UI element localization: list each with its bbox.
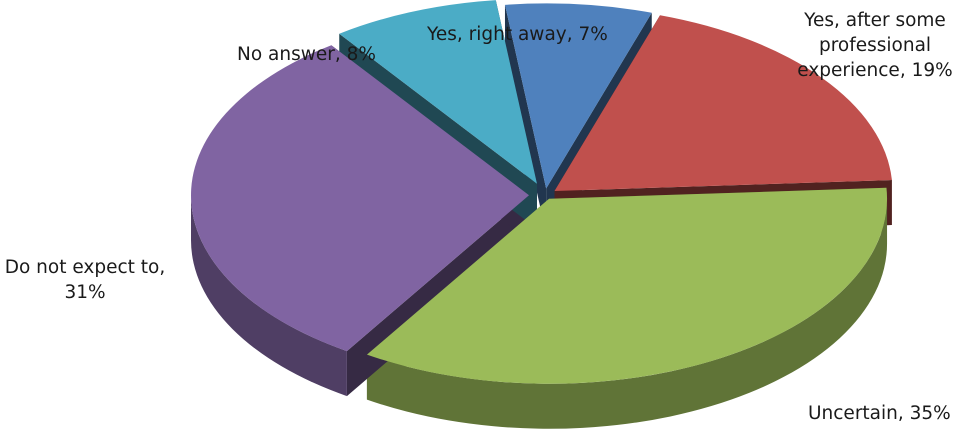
pie-wall-yes-right-away-0 [504, 4, 547, 234]
pie-slice-uncertain [366, 187, 888, 384]
pie-side-do-not-expect-to-0 [191, 195, 347, 397]
pie-top-layer [191, 0, 892, 384]
data-label-uncertain: Uncertain, 35% [808, 403, 951, 424]
pie-slice-yes-after-some-professional-experience [554, 15, 892, 191]
pie-slice-do-not-expect-to [191, 45, 530, 352]
data-label-no-answer: No answer, 8% [237, 44, 376, 65]
data-label-do-not-expect: Do not expect to, 31% [4, 257, 166, 303]
pie-slice-no-answer [339, 0, 537, 184]
data-label-yes-after-experience: Yes, after some professional experience,… [797, 10, 953, 81]
pie-side-uncertain-0 [366, 198, 888, 429]
pie-slice-yes-right-away [504, 3, 652, 189]
data-label-yes-right-away: Yes, right away, 7% [427, 24, 608, 45]
